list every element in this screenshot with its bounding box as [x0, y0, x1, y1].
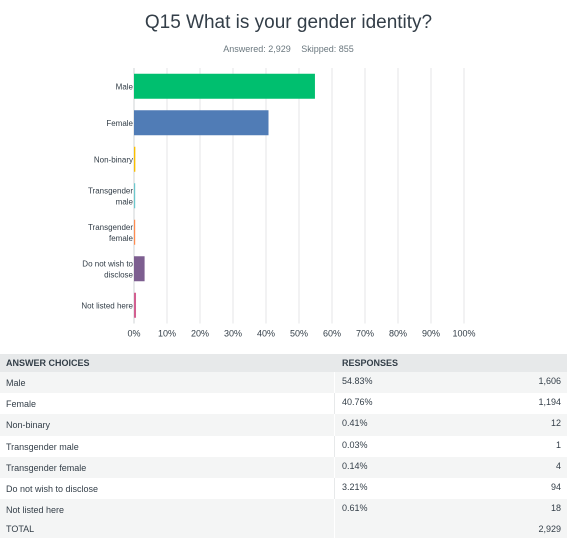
- x-tick-label: 10%: [158, 329, 176, 339]
- bar: [134, 219, 136, 245]
- table-row: Transgender female 0.14% 4: [0, 456, 567, 478]
- answer-choice: Do not wish to disclose: [6, 483, 99, 494]
- answer-choice: Transgender male: [6, 441, 79, 452]
- answer-choice: Not listed here: [6, 505, 65, 516]
- category-label: disclose: [104, 270, 133, 279]
- response-percent: 54.83%: [342, 376, 373, 386]
- results-table: ANSWER CHOICES RESPONSES Male 54.83% 1,606…: [0, 354, 567, 539]
- x-tick-label: 70%: [356, 329, 374, 339]
- response-percent: 0.03%: [342, 439, 368, 450]
- bar: [134, 292, 137, 318]
- category-label: female: [109, 234, 134, 243]
- header-answer-choices: ANSWER CHOICES: [6, 358, 90, 368]
- table-header-row: ANSWER CHOICES RESPONSES: [0, 354, 567, 372]
- table-row: Non-binary 0.41% 12: [0, 414, 567, 436]
- x-tick-label: 50%: [290, 329, 308, 339]
- answered-count: Answered: 2,929: [223, 44, 291, 54]
- response-count: 18: [550, 503, 561, 514]
- bar: [134, 146, 136, 172]
- table-row: Female 40.76% 1,194: [0, 393, 567, 415]
- column-separator: [334, 520, 335, 539]
- answer-choice: Female: [6, 399, 37, 410]
- response-count: 1: [555, 439, 561, 450]
- category-label: Transgender: [88, 186, 133, 195]
- category-label: Not listed here: [81, 301, 133, 310]
- response-percent: 40.76%: [342, 397, 373, 408]
- column-separator: [334, 456, 335, 478]
- table-total-row: TOTAL 2,929: [0, 520, 567, 539]
- x-tick-label: 60%: [323, 329, 341, 339]
- category-label: Non-binary: [94, 155, 133, 164]
- x-tick-label: 80%: [389, 329, 407, 339]
- response-percent: 3.21%: [342, 481, 368, 492]
- response-percent: 0.61%: [342, 503, 368, 514]
- table-body: Male 54.83% 1,606 Female 40.76% 1,194 Non-bina…: [0, 372, 567, 521]
- category-label: Transgender: [88, 223, 133, 232]
- table-row: Male 54.83% 1,606: [0, 372, 567, 394]
- table-row: Do not wish to disclose 3.21% 94: [0, 477, 567, 500]
- answer-choice: Transgender female: [6, 462, 87, 473]
- bar: [134, 110, 269, 136]
- bar: [134, 73, 315, 99]
- response-percent: 0.14%: [342, 460, 368, 471]
- column-separator: [334, 435, 335, 457]
- x-tick-label: 0%: [127, 329, 140, 339]
- total-label: TOTAL: [6, 524, 35, 535]
- answer-choice: Non-binary: [6, 420, 51, 431]
- response-percent: 0.41%: [342, 418, 368, 429]
- x-tick-label: 100%: [452, 329, 475, 339]
- bar: [134, 256, 145, 282]
- column-separator: [334, 393, 335, 415]
- x-tick-label: 40%: [257, 329, 275, 339]
- category-label: Male: [116, 82, 134, 91]
- question-title: Q15 What is your gender identity?: [144, 12, 433, 33]
- column-separator: [334, 414, 335, 436]
- answer-choice: Male: [6, 378, 26, 388]
- column-separator: [334, 477, 335, 500]
- response-count: 4: [555, 460, 561, 471]
- column-separator: [334, 499, 335, 521]
- x-tick-label: 90%: [422, 329, 440, 339]
- category-label: Female: [106, 119, 133, 128]
- table-row: Transgender male 0.03% 1: [0, 435, 567, 457]
- x-tick-label: 20%: [191, 329, 209, 339]
- category-label: Do not wish to: [82, 259, 133, 268]
- category-label: male: [116, 197, 134, 206]
- response-count: 12: [550, 418, 561, 429]
- column-separator: [334, 372, 335, 394]
- response-count: 1,606: [538, 376, 561, 386]
- bar-chart: 0% 10% 20% 30% 40% 50% 60% 70% 80% 90% 100% Male Fem…: [81, 68, 476, 339]
- response-count: 1,194: [538, 397, 561, 408]
- x-tick-label: 30%: [224, 329, 242, 339]
- bar: [134, 183, 136, 209]
- header-responses: RESPONSES: [342, 358, 399, 368]
- response-summary: Answered: 2,929 Skipped: 855: [0, 44, 577, 54]
- response-count: 94: [550, 481, 561, 492]
- skipped-count: Skipped: 855: [301, 44, 354, 54]
- total-value: 2,929: [538, 524, 561, 535]
- table-row: Not listed here 0.61% 18: [0, 499, 567, 521]
